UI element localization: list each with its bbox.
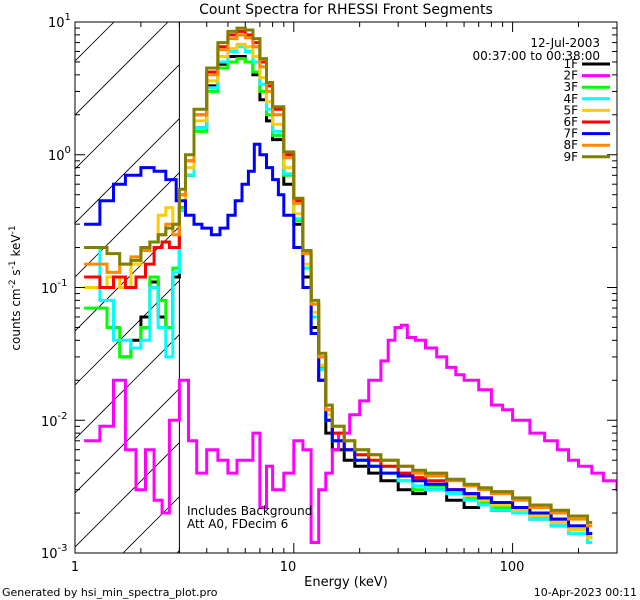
series-5F: [84, 42, 593, 540]
hatch-line: [75, 64, 180, 170]
axis-ticks: [74, 21, 618, 554]
hatch-line: [75, 388, 180, 494]
background-hatch-region: [75, 22, 180, 553]
y-tick-label-10e1: 101: [48, 12, 71, 31]
hatch-line: [75, 22, 169, 116]
legend-label-9F: 9F: [563, 150, 578, 164]
series-7F: [84, 142, 593, 536]
series-4F: [84, 45, 593, 544]
annotation-attenuator: Att A0, FDecim 6: [187, 517, 288, 531]
x-tick-label-100: 100: [500, 560, 525, 575]
observation-date: 12-Jul-2003: [530, 36, 600, 50]
x-tick-label-10: 10: [280, 560, 297, 575]
x-tick-labels: 1 10 100: [71, 560, 525, 575]
legend-label-2F: 2F: [563, 69, 578, 83]
timestamp-footer: 10-Apr-2023 00:11: [534, 586, 637, 599]
hatch-line: [75, 226, 180, 332]
y-tick-label-10e-1: 10-1: [41, 278, 68, 297]
series-3F: [84, 57, 593, 540]
legend-label-7F: 7F: [563, 127, 578, 141]
generator-footer: Generated by hsi_min_spectra_plot.pro: [2, 586, 218, 599]
legend-label-4F: 4F: [563, 92, 578, 106]
x-tick-label-1: 1: [71, 560, 79, 575]
annotation-background: Includes Background: [187, 504, 312, 518]
y-tick-label-10e-2: 10-2: [41, 411, 68, 430]
series-8F: [84, 33, 593, 528]
legend-label-3F: 3F: [563, 80, 578, 94]
y-axis-label: counts cm-2 s-1 keV-1: [8, 225, 23, 350]
legend-label-1F: 1F: [563, 57, 578, 71]
hatch-line: [75, 172, 180, 278]
series-6F: [84, 29, 593, 536]
y-tick-labels: 101 100 10-1 10-2 10-3: [41, 12, 71, 562]
hatch-line: [75, 442, 180, 548]
y-tick-label-10e-3: 10-3: [41, 543, 68, 562]
x-axis-label: Energy (keV): [304, 575, 388, 590]
observation-time-range: 00:37:00 to 00:38:00: [473, 49, 600, 63]
series-1F: [119, 55, 593, 540]
series-9F: [84, 26, 593, 524]
legend-label-6F: 6F: [563, 115, 578, 129]
series-2F: [84, 323, 617, 544]
series-lines: [84, 26, 617, 544]
legend-label-5F: 5F: [563, 103, 578, 117]
chart-title: Count Spectra for RHESSI Front Segments: [199, 2, 493, 18]
y-tick-label-10e0: 100: [48, 145, 71, 164]
legend-label-8F: 8F: [563, 138, 578, 152]
